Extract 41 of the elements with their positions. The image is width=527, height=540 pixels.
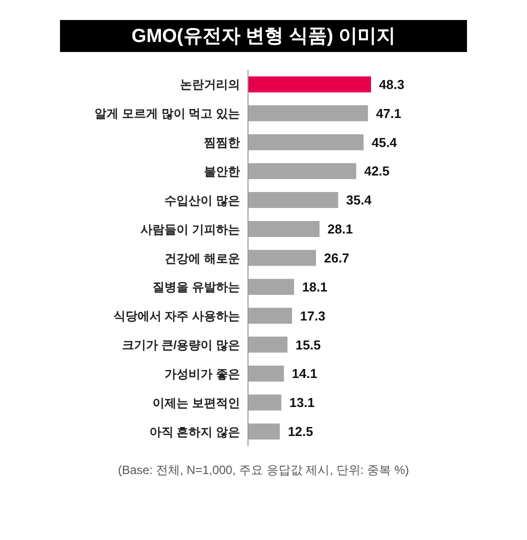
bar bbox=[248, 278, 294, 295]
bar bbox=[248, 105, 368, 122]
text: (Base: 전체, N=1,000, 주요 응답값 제시, 단위: 중복 %) bbox=[116, 462, 410, 479]
bar bbox=[248, 250, 316, 266]
data-label: 35.4 bbox=[346, 192, 372, 208]
data-label: 26.7 bbox=[324, 250, 350, 266]
y-tick-label: 이제는 보편적인 bbox=[152, 396, 240, 410]
data-label: 42.5 bbox=[364, 164, 390, 179]
y-tick-label: 논란거리의 bbox=[180, 78, 240, 92]
bar bbox=[248, 192, 338, 208]
y-tick-label: 건강에 해로운 bbox=[164, 251, 240, 266]
data-label: 14.1 bbox=[292, 366, 318, 382]
y-tick-label: 아직 흔하지 않은 bbox=[149, 424, 240, 439]
data-label: 45.4 bbox=[372, 134, 398, 150]
chart-title: GMO(유전자 변형 식품) 이미지 bbox=[60, 20, 467, 52]
y-tick-label: 식당에서 자주 사용하는 bbox=[113, 309, 240, 324]
y-tick-label: 사람들이 기피하는 bbox=[140, 222, 240, 236]
y-tick-label: 크기가 큰/용량이 많은 bbox=[122, 338, 240, 352]
bar bbox=[248, 366, 284, 382]
bar bbox=[248, 423, 280, 440]
bar bbox=[248, 336, 288, 353]
y-tick-label: 가성비가 좋은 bbox=[164, 366, 240, 381]
data-label: 17.3 bbox=[300, 308, 326, 324]
bar bbox=[248, 394, 282, 411]
bar bbox=[248, 76, 371, 92]
data-label: 18.1 bbox=[302, 279, 328, 294]
y-tick-label: 불안한 bbox=[204, 164, 240, 178]
data-label: 13.1 bbox=[289, 395, 315, 410]
y-tick-label: 수입산이 많은 bbox=[164, 193, 240, 208]
data-label: 47.1 bbox=[376, 106, 402, 121]
y-tick-label: 찜찜한 bbox=[204, 136, 240, 150]
bar bbox=[248, 220, 320, 237]
y-tick-label: 알게 모르게 많이 먹고 있는 bbox=[94, 106, 240, 121]
y-tick-label: 질병을 유발하는 bbox=[152, 280, 240, 294]
data-label: 15.5 bbox=[295, 337, 321, 352]
bar bbox=[248, 308, 292, 324]
data-label: 48.3 bbox=[379, 76, 404, 92]
data-label: 12.5 bbox=[288, 424, 314, 440]
bar bbox=[248, 163, 356, 180]
data-label: 28.1 bbox=[328, 222, 353, 237]
bar bbox=[248, 134, 364, 150]
